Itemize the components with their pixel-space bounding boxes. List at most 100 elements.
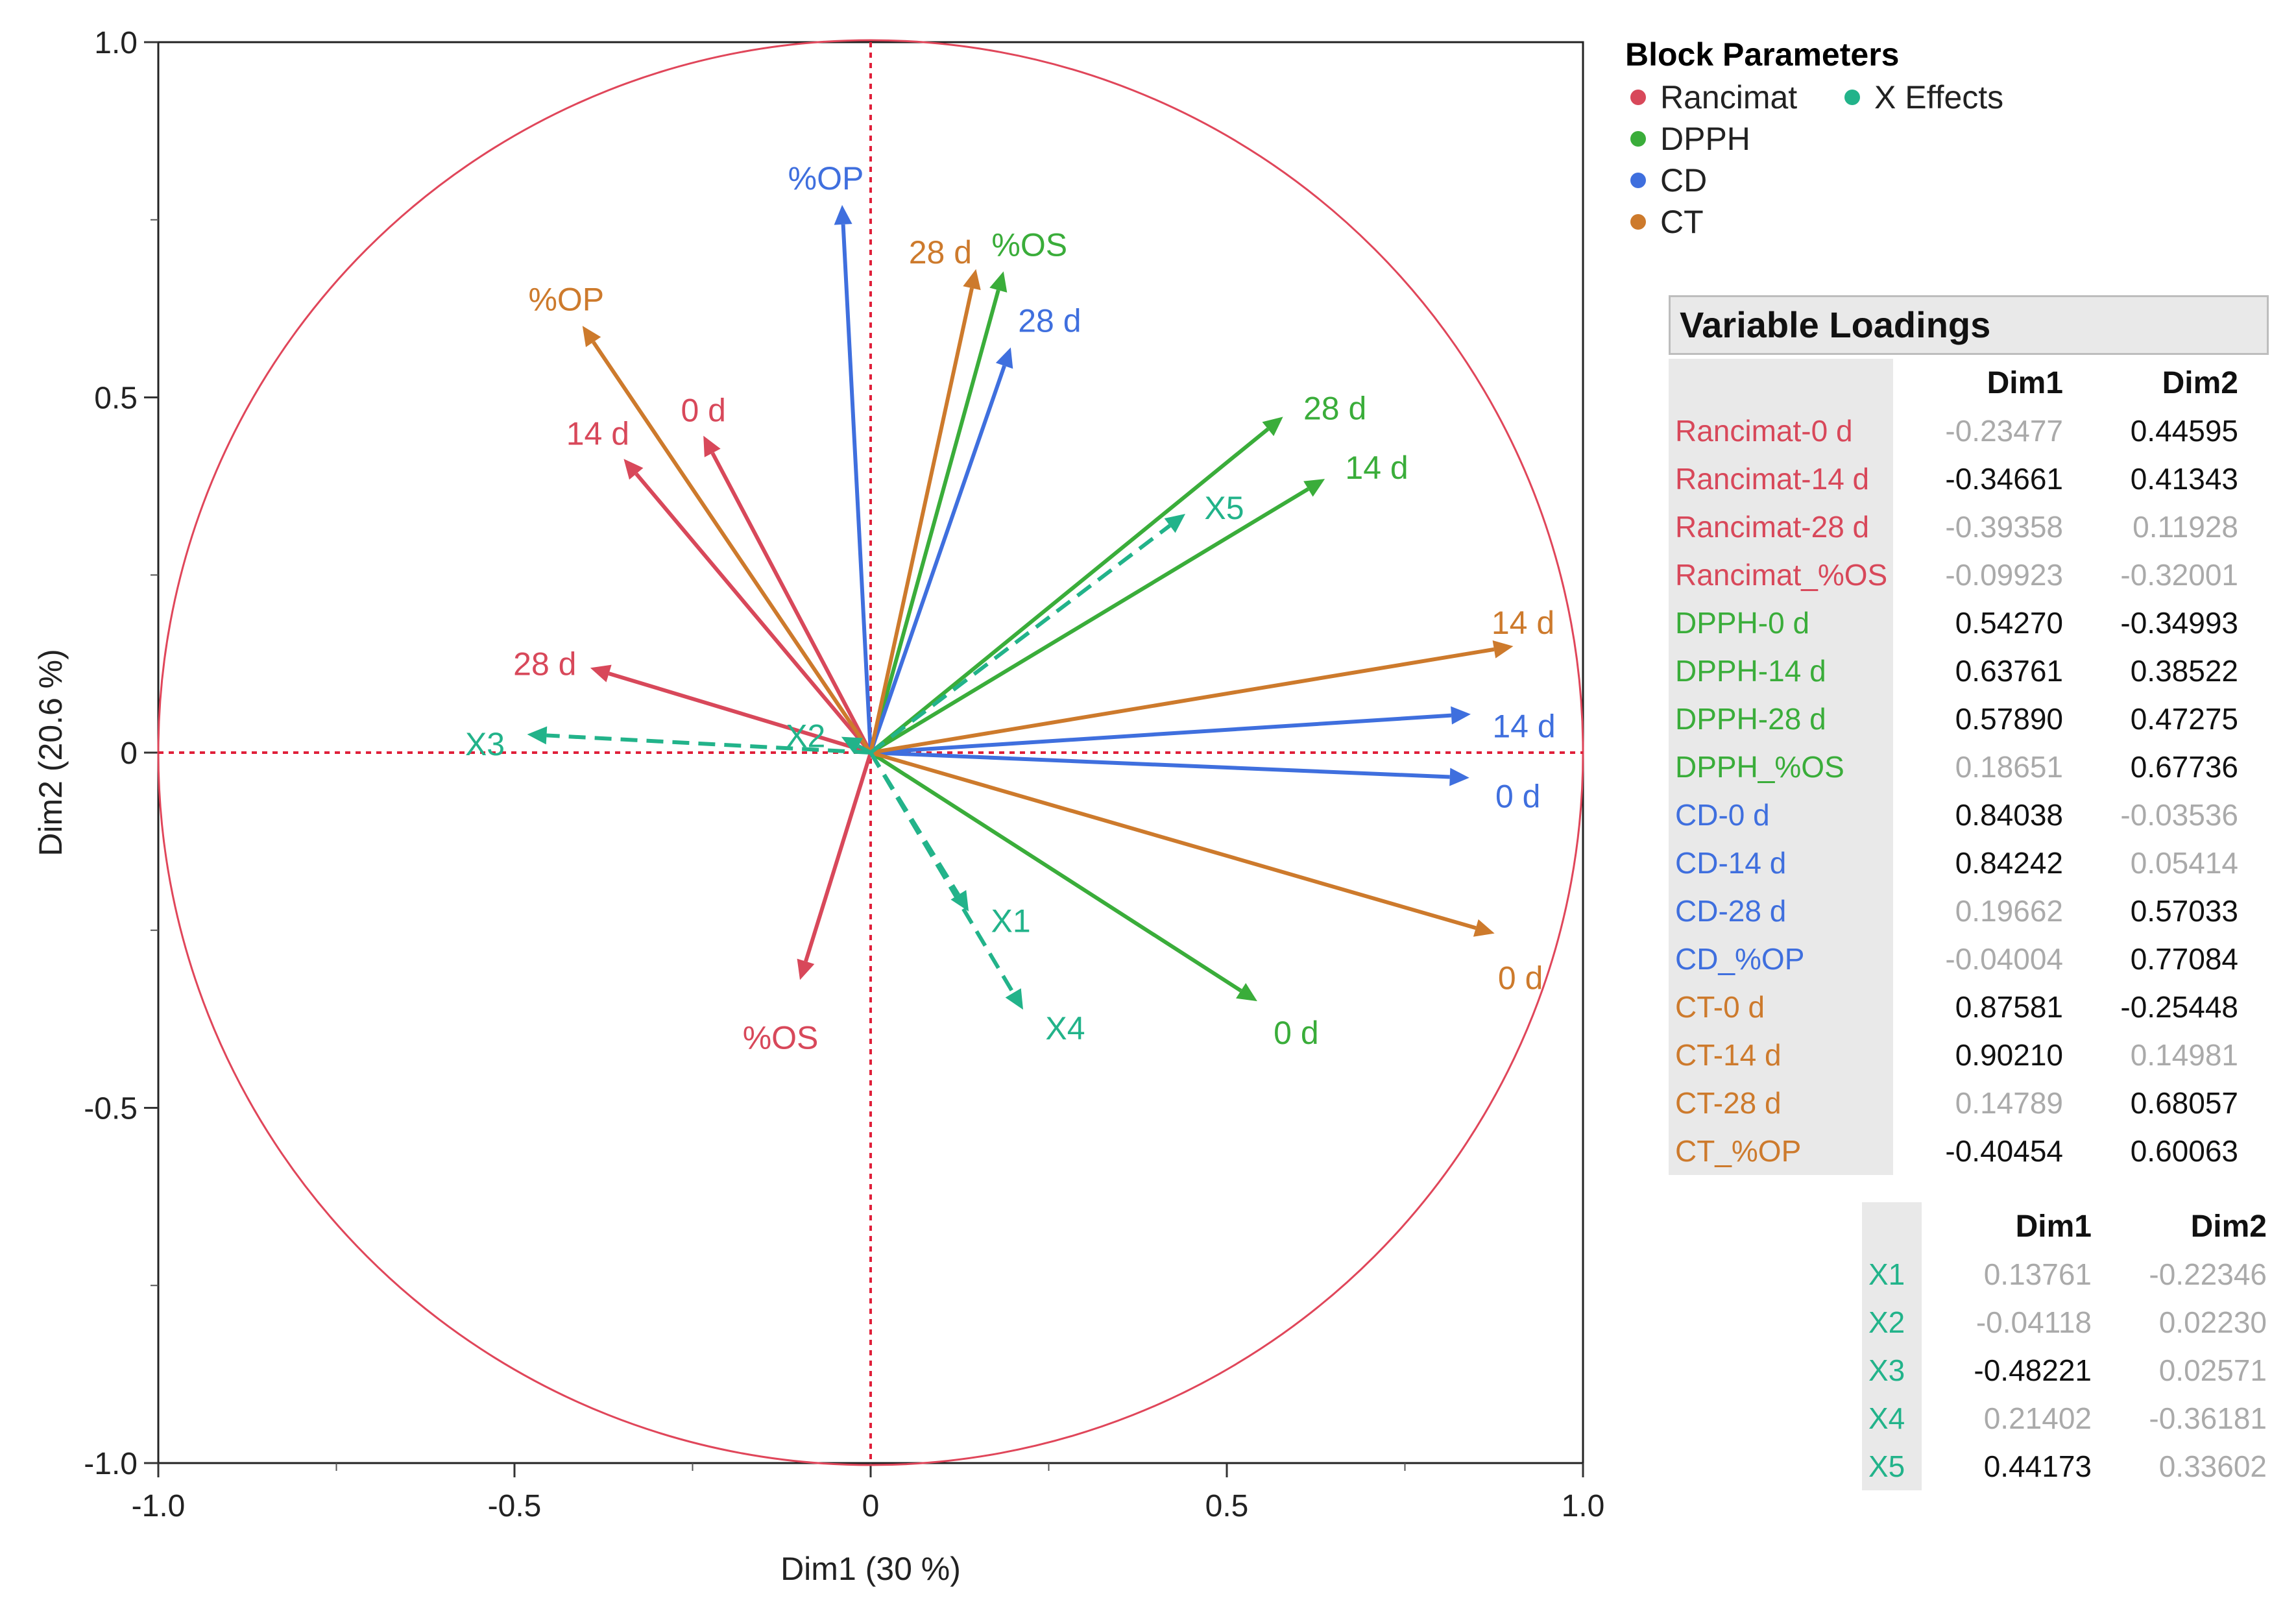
rancimat-vector [804, 752, 873, 962]
cd-point-label: %OP [788, 160, 864, 197]
legend-item-ct: CT [1625, 202, 1839, 242]
cd-arrowhead [1451, 706, 1471, 725]
dpph-vector [869, 751, 1242, 993]
dim2-value: 0.33602 [2158, 1449, 2267, 1483]
y-axis-label: Dim2 (20.6 %) [32, 649, 69, 856]
ct-point-label: 14 d [1492, 605, 1554, 641]
x-tick-label: -1.0 [132, 1489, 186, 1523]
dim1-value: 0.44173 [1983, 1449, 2092, 1483]
rancimat-vector [710, 452, 873, 754]
dim2-value: 0.02571 [2158, 1353, 2267, 1387]
dim2-value: -0.32001 [2120, 558, 2238, 592]
row-label: CD-14 d [1669, 839, 1893, 887]
row-label: X2 [1862, 1298, 1922, 1346]
dim2-value: -0.36181 [2149, 1401, 2267, 1435]
dim2-value: 0.77084 [2130, 942, 2238, 976]
dim2-value: -0.22346 [2149, 1257, 2267, 1291]
dim1-value: 0.87581 [1955, 990, 2063, 1024]
y-tick-label: -1.0 [84, 1447, 138, 1481]
dim2-value: 0.44595 [2130, 414, 2238, 448]
cd-arrowhead [995, 347, 1013, 369]
dim1-value: -0.23477 [1945, 414, 2063, 448]
legend-label: DPPH [1660, 121, 1750, 157]
dim2-value: 0.57033 [2130, 894, 2238, 928]
ct-vector [870, 647, 1495, 755]
cd-point-label: 14 d [1492, 709, 1555, 745]
table-row: CT-28 d 0.14789 0.68057 [1669, 1079, 2243, 1127]
dim1-value: -0.04118 [1976, 1305, 2092, 1339]
cd-arrowhead [1449, 768, 1469, 786]
legend-item-dpph: DPPH [1625, 119, 1839, 159]
row-label: CT-0 d [1669, 983, 1893, 1031]
dim1-value: -0.34661 [1945, 462, 2063, 496]
table-row: X5 0.44173 0.33602 [1862, 1442, 2272, 1490]
dim1-value: 0.84242 [1955, 846, 2063, 880]
cd-arrowhead [834, 204, 852, 225]
y-tick-label: 1.0 [94, 26, 138, 60]
dim2-value: 0.68057 [2130, 1086, 2238, 1120]
dpph-arrowhead [1262, 417, 1283, 437]
dpph-point-label: 14 d [1345, 450, 1408, 486]
rancimat-point-label: 14 d [566, 415, 629, 452]
dpph-arrowhead [1236, 983, 1257, 1002]
table-row: CT-14 d 0.90210 0.14981 [1669, 1031, 2243, 1079]
x-tick-label: -0.5 [488, 1489, 542, 1523]
dpph-point-label: %OS [991, 226, 1067, 263]
dpph-arrowhead [989, 271, 1008, 293]
dim1-value: -0.48221 [1974, 1353, 2092, 1387]
table-row: DPPH_%OS 0.18651 0.67736 [1669, 743, 2243, 791]
dim1-value: 0.57890 [1955, 702, 2063, 736]
row-label: DPPH_%OS [1669, 743, 1893, 791]
table-row: Rancimat-14 d -0.34661 0.41343 [1669, 455, 2243, 503]
row-label: CT_%OP [1669, 1127, 1893, 1175]
row-label: CD-0 d [1669, 791, 1893, 839]
row-label: DPPH-0 d [1669, 599, 1893, 647]
dim1-value: 0.63761 [1955, 654, 2063, 688]
ct-arrowhead [1492, 640, 1514, 659]
table-row: Rancimat_%OS -0.09923 -0.32001 [1669, 551, 2243, 599]
cd-vector [870, 751, 1450, 779]
table-row: CD_%OP -0.04004 0.77084 [1669, 935, 2243, 983]
legend-marker-icon [1630, 131, 1646, 147]
row-label: DPPH-14 d [1669, 647, 1893, 695]
ct-arrowhead [1473, 919, 1495, 937]
dim2-value: 0.02230 [2158, 1305, 2267, 1339]
variable-loadings-title: Variable Loadings [1669, 295, 2269, 355]
table-row: CD-14 d 0.84242 0.05414 [1669, 839, 2243, 887]
rancimat-arrowhead [797, 958, 815, 980]
table-row: X3 -0.48221 0.02571 [1862, 1346, 2272, 1394]
ct-arrowhead [963, 269, 981, 291]
dim2-value: 0.38522 [2130, 654, 2238, 688]
cd-vector [841, 224, 873, 753]
x-tick-label: 0 [862, 1489, 880, 1523]
cd-point-label: 0 d [1495, 779, 1541, 815]
legend-marker-icon [1844, 90, 1860, 105]
ct-point-label: 28 d [909, 234, 972, 271]
legend-label: CD [1660, 162, 1708, 199]
dim1-value: 0.19662 [1955, 894, 2063, 928]
legend-label: Rancimat [1660, 79, 1798, 115]
legend-item-x-effects: X Effects [1839, 77, 2053, 117]
loading-plot: -1.0 -0.5 0 0.5 1.0 1.0 0.5 0 -0.5 -1.0 Dim1 (30 %… [32, 26, 1604, 1587]
row-label: CD_%OP [1669, 935, 1893, 983]
dim1-value: 0.54270 [1955, 606, 2063, 640]
dim1-value: 0.14789 [1955, 1086, 2063, 1120]
dim1-value: -0.09923 [1945, 558, 2063, 592]
ct-point-label: 0 d [1498, 960, 1543, 997]
dim1-value: -0.39358 [1945, 510, 2063, 544]
dpph-point-label: 28 d [1303, 390, 1366, 426]
row-label: Rancimat-28 d [1669, 503, 1893, 551]
dim2-value: 0.11928 [2133, 510, 2238, 544]
dim2-value: -0.34993 [2120, 606, 2238, 640]
table-row: X1 0.13761 -0.22346 [1862, 1250, 2272, 1298]
dim1-value: 0.84038 [1955, 798, 2063, 832]
dim1-value: -0.04004 [1945, 942, 2063, 976]
dim2-value: 0.05414 [2130, 846, 2238, 880]
rancimat-arrowhead [590, 664, 612, 683]
rancimat-point-label: 28 d [513, 646, 576, 682]
x-effects-point-label: X3 [465, 726, 505, 762]
row-label: Rancimat-0 d [1669, 407, 1893, 455]
table-row: DPPH-14 d 0.63761 0.38522 [1669, 647, 2243, 695]
dim2-header: Dim2 [2162, 365, 2238, 400]
row-label: CT-14 d [1669, 1031, 1893, 1079]
